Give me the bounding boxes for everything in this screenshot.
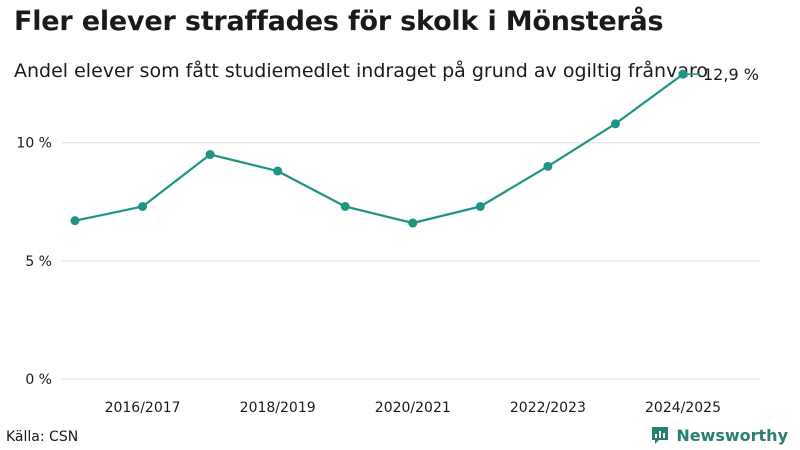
data-point [70, 216, 80, 226]
brand-name: Newsworthy [676, 425, 788, 445]
chart-title: Fler elever straffades för skolk i Mönst… [14, 6, 664, 37]
data-label: 12,9 % [703, 65, 759, 84]
x-tick-label: 2024/2025 [645, 400, 721, 416]
y-tick-label: 0 % [25, 372, 52, 388]
x-tick-label: 2018/2019 [240, 400, 316, 416]
brand-logo: Newsworthy [650, 425, 788, 445]
data-point [610, 119, 620, 129]
chart-subtitle: Andel elever som fått studiemedlet indra… [14, 60, 708, 82]
data-point [205, 150, 215, 160]
x-tick-label: 2020/2021 [375, 400, 451, 416]
data-point [408, 218, 418, 228]
data-point [543, 161, 553, 171]
x-tick-label: 2016/2017 [105, 400, 181, 416]
data-point [138, 202, 148, 212]
series-line [74, 73, 684, 225]
source-note: Källa: CSN [6, 429, 79, 445]
data-point [475, 202, 485, 212]
data-point [340, 202, 350, 212]
bar-chart-icon [652, 427, 669, 444]
y-tick-label: 5 % [25, 254, 52, 270]
x-tick-label: 2022/2023 [510, 400, 586, 416]
data-point [273, 166, 283, 176]
y-tick-label: 10 % [16, 136, 52, 152]
